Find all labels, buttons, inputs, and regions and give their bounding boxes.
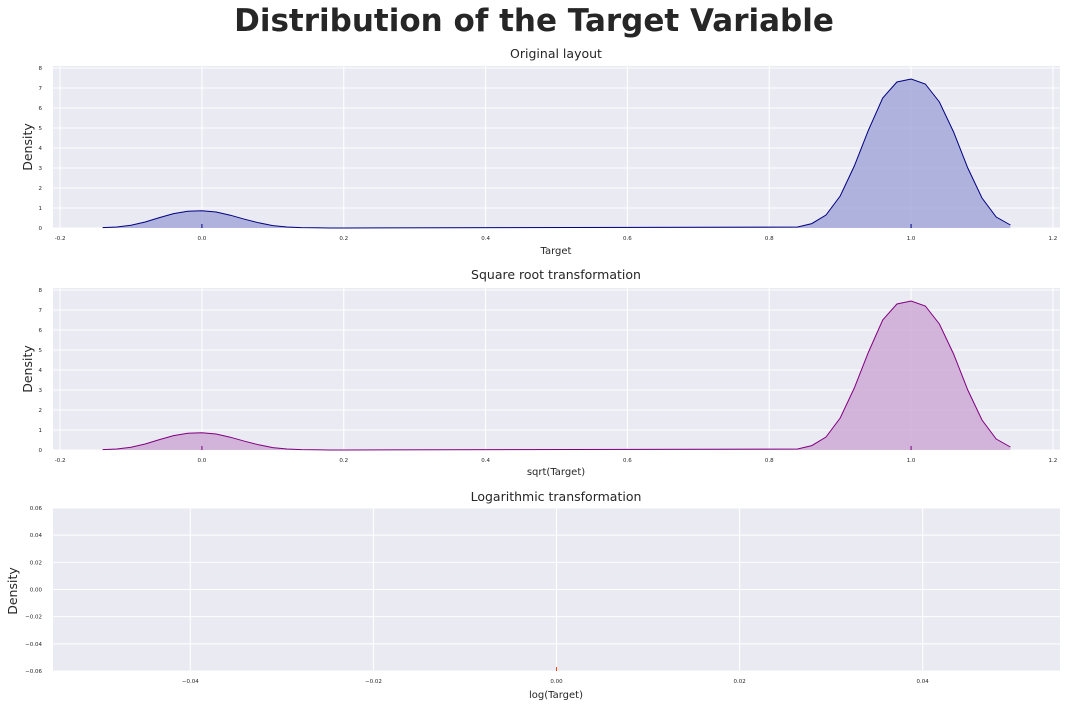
x-tick-label: 1.0 (907, 236, 916, 242)
figure-title: Distribution of the Target Variable (234, 3, 834, 39)
x-tick-label: 0.2 (339, 236, 348, 242)
x-tick-label: 0.2 (339, 458, 348, 464)
x-tick-label: 0.6 (623, 458, 632, 464)
plot-title: Square root transformation (471, 267, 641, 282)
plot-log: Logarithmic transformation log(Target) D… (5, 489, 1060, 701)
x-tick-label: −0.02 (365, 679, 382, 685)
y-tick-label: 4 (39, 146, 43, 152)
y-tick-label: 3 (39, 388, 43, 394)
y-tick-label: 2 (39, 186, 43, 192)
plot-original: Original layout Target Density 0 1 2 3 4 5 6 7 8… (20, 46, 1060, 257)
x-tick-label: 0.00 (550, 679, 563, 685)
y-axis-label: Density (20, 123, 35, 171)
plot-title: Logarithmic transformation (471, 489, 642, 504)
y-tick-label: 1 (39, 206, 43, 212)
x-tick-label: 0.02 (733, 679, 745, 685)
x-tick-label: -0.2 (55, 458, 66, 464)
y-tick-label: 7 (39, 86, 43, 92)
x-tick-label: 0.6 (623, 236, 632, 242)
x-axis-label: sqrt(Target) (527, 467, 585, 478)
y-tick-label: 0 (39, 448, 43, 454)
y-tick-label: 0.02 (30, 560, 42, 566)
y-tick-label: 7 (39, 308, 43, 314)
x-tick-label: 0.04 (917, 679, 930, 685)
y-tick-label: 3 (39, 166, 43, 172)
x-tick-label: 0.0 (198, 236, 207, 242)
x-tick-label: 1.0 (907, 458, 916, 464)
y-tick-label: 6 (39, 106, 43, 112)
x-tick-label: 0.4 (481, 458, 490, 464)
x-axis-label: Target (540, 246, 572, 257)
x-axis-label: log(Target) (529, 690, 583, 701)
y-tick-label: −0.06 (25, 669, 42, 675)
y-tick-label: 1 (39, 428, 43, 434)
x-tick-label: 0.4 (481, 236, 490, 242)
y-axis-label: Density (20, 345, 35, 393)
y-tick-label: 6 (39, 328, 43, 334)
plot-sqrt: Square root transformation sqrt(Target) … (20, 267, 1060, 478)
y-tick-label: 5 (39, 126, 43, 132)
x-tick-label: 0.8 (765, 458, 774, 464)
x-tick-label: 0.8 (765, 236, 774, 242)
y-tick-label: 0.04 (30, 533, 43, 539)
density-line (102, 78, 1011, 229)
y-tick-label: −0.02 (25, 615, 42, 621)
y-tick-label: 0.00 (30, 588, 43, 594)
y-tick-label: 8 (39, 66, 43, 72)
x-tick-label: 1.2 (1049, 458, 1058, 464)
y-tick-label: 4 (39, 368, 43, 374)
x-tick-label: −0.04 (182, 679, 199, 685)
x-tick-label: -0.2 (55, 236, 66, 242)
x-tick-label: 0.0 (198, 458, 207, 464)
y-tick-label: 0.06 (30, 506, 43, 512)
density-line (102, 300, 1011, 451)
density-area (102, 79, 1011, 228)
y-tick-label: 2 (39, 408, 43, 414)
y-tick-label: 5 (39, 348, 43, 354)
x-tick-label: 1.2 (1049, 236, 1058, 242)
y-tick-label: −0.04 (25, 642, 42, 648)
y-tick-label: 0 (39, 226, 43, 232)
density-area (102, 301, 1011, 450)
plot-title: Original layout (510, 46, 602, 61)
y-tick-label: 8 (39, 288, 43, 294)
y-axis-label: Density (5, 567, 20, 615)
